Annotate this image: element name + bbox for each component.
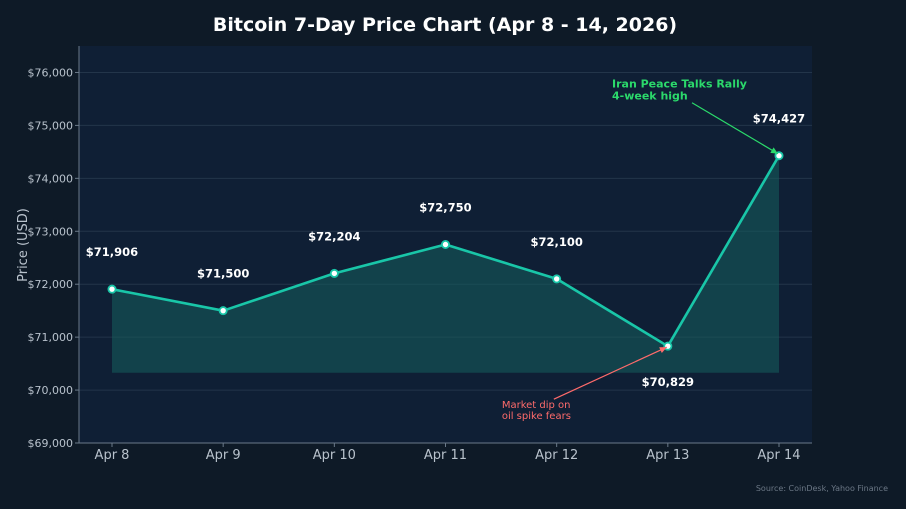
data-label: $72,750 (419, 201, 471, 215)
annotation-text: 4-week high (612, 90, 688, 103)
y-tick-label: $69,000 (28, 437, 74, 450)
annotation-text: Iran Peace Talks Rally (612, 78, 747, 91)
y-tick-label: $74,000 (28, 172, 74, 185)
data-label: $74,427 (753, 112, 805, 126)
annotation-arrowhead (659, 347, 667, 354)
annotation-arrowhead (770, 147, 778, 154)
data-label: $71,906 (86, 245, 138, 259)
x-tick-label: Apr 14 (757, 448, 800, 463)
y-axis-label: Price (USD) (16, 208, 31, 282)
price-area-fill (112, 155, 779, 373)
y-tick-label: $76,000 (28, 66, 74, 79)
data-points (107, 151, 784, 351)
x-tick-label: Apr 12 (535, 448, 578, 463)
y-axis-ticks: $69,000 $70,000 $71,000 $72,000 $73,000 $74,0… (28, 66, 79, 450)
x-tick-label: Apr 9 (206, 448, 241, 463)
source-note: Source: CoinDesk, Yahoo Finance (756, 484, 888, 493)
x-tick-label: Apr 8 (95, 448, 130, 463)
y-tick-label: $73,000 (28, 225, 74, 238)
data-point (440, 239, 450, 249)
y-tick-label: $71,000 (28, 331, 74, 344)
annotation-arrow (691, 102, 779, 155)
data-label: $72,204 (308, 229, 360, 243)
chart-title: Bitcoin 7-Day Price Chart (Apr 8 - 14, 2… (213, 14, 677, 36)
data-label: $72,100 (530, 235, 582, 249)
data-label: $71,500 (197, 267, 249, 281)
x-tick-label: Apr 10 (313, 448, 356, 463)
x-axis-ticks: Apr 8 Apr 9 Apr 10 Apr 11 Apr 12 Apr 13 Apr 14 (95, 443, 801, 463)
data-labels: $71,906 $71,500 $72,204 $72,750 $72,100 $70,8… (86, 112, 805, 389)
annotation-text: Market dip on (502, 400, 571, 411)
x-tick-label: Apr 13 (646, 448, 689, 463)
y-tick-label: $70,000 (28, 384, 74, 397)
data-point (329, 268, 339, 278)
x-tick-label: Apr 11 (424, 448, 467, 463)
y-tick-label: $75,000 (28, 119, 74, 132)
data-point (218, 306, 228, 316)
data-point (107, 284, 117, 294)
data-point (552, 274, 562, 284)
annotation-arrow (553, 346, 668, 400)
data-label: $70,829 (642, 375, 694, 389)
annotation-text: oil spike fears (502, 411, 571, 422)
y-tick-label: $72,000 (28, 278, 74, 291)
